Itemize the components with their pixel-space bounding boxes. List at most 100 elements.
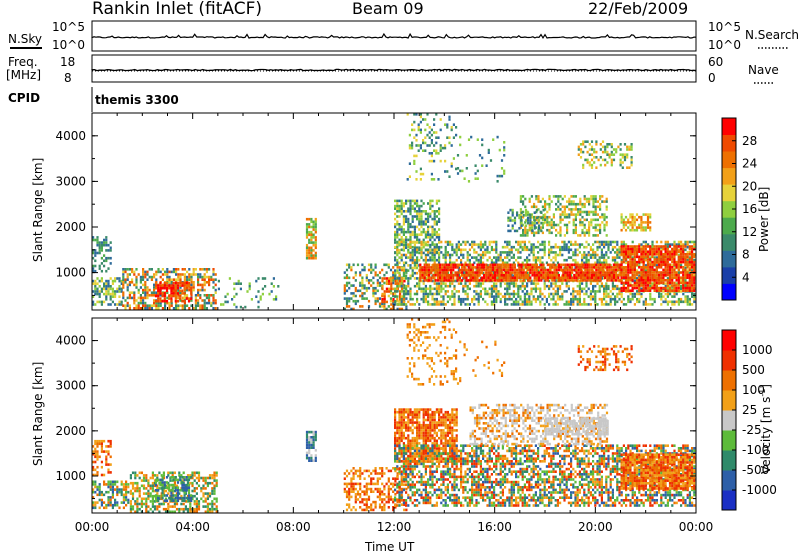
heatmap-cell — [684, 273, 687, 277]
heatmap-cell — [506, 240, 509, 244]
heatmap-cell — [487, 148, 490, 152]
heatmap-cell — [418, 207, 421, 210]
heatmap-cell — [557, 268, 560, 272]
heatmap-cell — [603, 243, 606, 246]
heatmap-cell — [598, 245, 601, 249]
heatmap-cell — [518, 227, 521, 230]
heatmap-cell — [409, 243, 412, 246]
heatmap-cell — [523, 287, 526, 291]
heatmap-cell — [531, 268, 534, 272]
heatmap-cell — [168, 301, 171, 305]
heatmap-cell — [684, 263, 687, 266]
heatmap-cell — [424, 258, 427, 262]
heatmap-cell — [370, 266, 373, 269]
heatmap-cell — [409, 287, 412, 291]
heatmap-cell — [139, 286, 142, 289]
heatmap-cell — [675, 276, 678, 279]
heatmap-cell — [646, 253, 650, 256]
heatmap-cell — [427, 248, 430, 252]
heatmap-cell — [666, 273, 669, 277]
heatmap-cell — [450, 273, 453, 277]
heatmap-cell — [406, 113, 409, 116]
heatmap-cell — [572, 287, 575, 291]
heatmap-cell — [343, 297, 346, 300]
heatmap-cell — [511, 208, 514, 212]
heatmap-cell — [680, 243, 683, 246]
heatmap-cell — [439, 271, 442, 274]
heatmap-cell — [578, 303, 581, 306]
heatmap-cell — [669, 292, 672, 296]
heatmap-cell — [585, 197, 588, 201]
heatmap-cell — [423, 273, 426, 277]
heatmap-cell — [396, 290, 399, 293]
heatmap-cell — [385, 290, 388, 293]
heatmap-cell — [350, 266, 353, 269]
heatmap-cell — [600, 261, 603, 265]
heatmap-cell — [131, 281, 134, 284]
heatmap-cell — [411, 199, 414, 203]
heatmap-cell — [482, 282, 485, 285]
heatmap-cell — [427, 287, 430, 291]
heatmap-cell — [479, 256, 482, 259]
heatmap-cell — [205, 275, 208, 279]
heatmap-cell — [551, 266, 554, 269]
heatmap-cell — [548, 228, 551, 232]
heatmap-cell — [308, 238, 311, 242]
heatmap-cell — [239, 282, 242, 285]
heatmap-cell — [572, 295, 575, 298]
heatmap-cell — [250, 298, 253, 301]
heatmap-cell — [422, 149, 425, 152]
heatmap-cell — [542, 263, 545, 267]
heatmap-cell — [598, 261, 601, 265]
heatmap-cell — [541, 297, 544, 301]
heatmap-cell — [402, 202, 405, 205]
heatmap-cell — [418, 303, 421, 306]
heatmap-cell — [142, 270, 145, 274]
heatmap-cell — [314, 236, 317, 239]
heatmap-cell — [610, 150, 613, 154]
heatmap-cell — [552, 226, 555, 229]
heatmap-cell — [272, 298, 275, 301]
heatmap-cell — [467, 138, 471, 141]
heatmap-cell — [518, 263, 521, 267]
heatmap-cell — [161, 284, 164, 287]
heatmap-cell — [122, 286, 125, 289]
heatmap-cell — [578, 243, 581, 246]
heatmap-cell — [690, 258, 694, 261]
heatmap-cell — [166, 268, 169, 271]
heatmap-cell — [513, 219, 517, 222]
heatmap-cell — [686, 260, 689, 264]
heatmap-cell — [388, 290, 391, 293]
heatmap-cell — [415, 133, 418, 137]
heatmap-cell — [464, 243, 467, 246]
heatmap-cell — [455, 258, 458, 262]
heatmap-cell — [425, 273, 428, 277]
heatmap-cell — [675, 266, 678, 269]
heatmap-cell — [576, 243, 579, 246]
heatmap-cell — [495, 243, 498, 246]
heatmap-cell — [400, 277, 403, 280]
heatmap-cell — [627, 260, 630, 264]
heatmap-cell — [411, 253, 414, 257]
heatmap-cell — [566, 223, 569, 227]
heatmap-cell — [448, 136, 451, 139]
heatmap-cell — [677, 268, 680, 272]
heatmap-cell — [416, 292, 419, 296]
heatmap-cell — [590, 210, 593, 214]
heatmap-cell — [381, 285, 384, 288]
heatmap-cell — [126, 288, 129, 292]
heatmap-cell — [105, 241, 108, 244]
heatmap-cell — [94, 264, 97, 268]
heatmap-cell — [417, 144, 420, 147]
heatmap-cell — [517, 256, 520, 259]
heatmap-cell — [314, 217, 317, 221]
heatmap-cell — [405, 246, 408, 249]
heatmap-cell — [582, 273, 585, 277]
heatmap-cell — [172, 270, 175, 274]
heatmap-cell — [100, 249, 103, 252]
heatmap-cell — [644, 303, 647, 306]
heatmap-cell — [527, 268, 530, 272]
heatmap-cell — [588, 197, 591, 201]
heatmap-cell — [468, 303, 471, 306]
heatmap-cell — [509, 263, 512, 267]
